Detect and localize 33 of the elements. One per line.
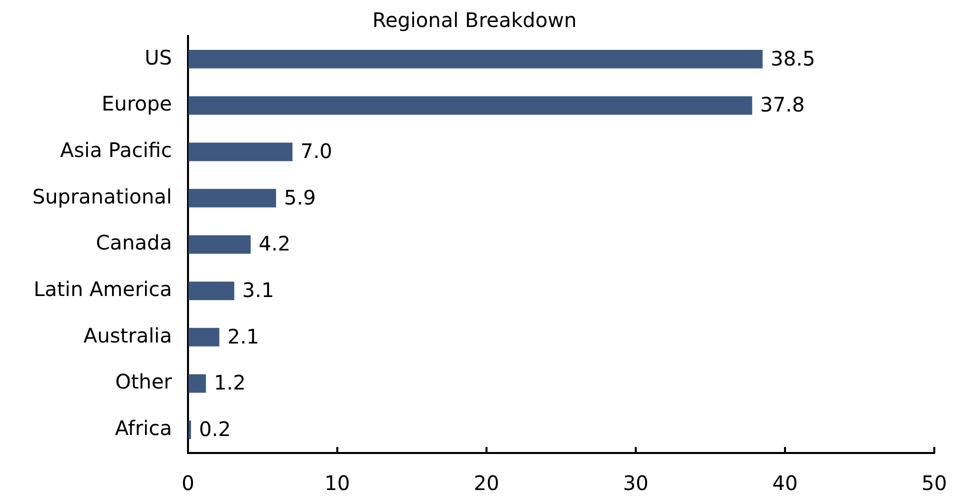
x-tick-label: 0: [182, 471, 194, 496]
bar: [188, 235, 251, 254]
chart-title: Regional Breakdown: [372, 8, 577, 32]
y-tick-label: Canada: [96, 230, 172, 255]
y-tick-label: Europe: [102, 92, 172, 116]
data-label: 1.2: [214, 370, 246, 395]
data-label: 2.1: [227, 324, 260, 348]
x-tick-label: 30: [623, 471, 648, 496]
bar: [188, 282, 234, 300]
bar: [188, 142, 292, 162]
y-tick-label: Supranational: [32, 184, 172, 208]
data-label: 3.1: [242, 278, 274, 302]
bar: [188, 188, 276, 208]
data-label: 5.9: [284, 185, 316, 210]
y-tick-label: US: [144, 45, 172, 70]
data-label: 4.2: [258, 232, 290, 256]
bar: [188, 96, 752, 115]
y-tick-label: Asia Pacific: [60, 138, 172, 162]
y-tick-label: Other: [115, 370, 173, 394]
x-tick-label: 20: [474, 471, 500, 496]
y-tick-label: Latin America: [34, 277, 172, 302]
data-label: 38.5: [770, 46, 816, 70]
data-label: 7.0: [300, 139, 332, 164]
data-label: 0.2: [198, 417, 231, 442]
x-tick-label: 10: [324, 471, 350, 496]
x-tick-label: 40: [772, 471, 798, 496]
x-tick-label: 50: [922, 471, 947, 496]
bar: [188, 328, 220, 346]
bar: [188, 374, 206, 393]
y-tick-label: Africa: [114, 416, 172, 440]
y-tick-label: Australia: [84, 323, 172, 348]
bar: [188, 50, 763, 68]
data-label: 37.8: [760, 92, 805, 117]
